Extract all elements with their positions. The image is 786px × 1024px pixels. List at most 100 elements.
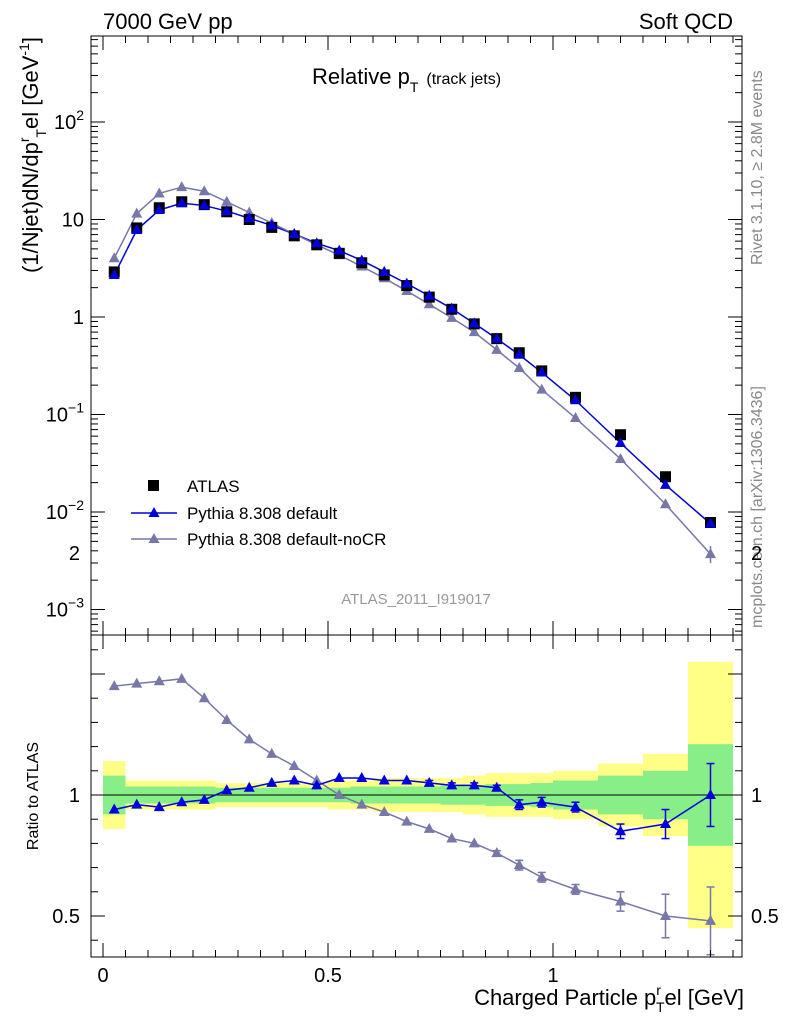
main-ytick-label: 10−1 bbox=[46, 400, 84, 427]
legend-label-default: Pythia 8.308 default bbox=[187, 504, 338, 523]
xlabel-main: Charged Particle p bbox=[474, 985, 656, 1010]
ratio-xtick-label: 0.5 bbox=[314, 965, 342, 987]
analysis-tag: ATLAS_2011_I919017 bbox=[341, 591, 491, 608]
main-ytick-label: 10−2 bbox=[46, 497, 84, 524]
legend-label-nocr: Pythia 8.308 default-noCR bbox=[187, 530, 386, 549]
main-point-nocr bbox=[468, 326, 480, 337]
main-title-text: Relative p bbox=[312, 64, 410, 89]
main-title-sub: T bbox=[410, 79, 419, 95]
main-point-default bbox=[176, 197, 188, 208]
main-line-default bbox=[113, 202, 711, 525]
ratio-point-nocr bbox=[378, 805, 390, 816]
main-ylabel: (1/Njet)dN/dprTel [GeV-1] bbox=[16, 37, 49, 273]
ratio-point-default bbox=[153, 801, 165, 812]
main-point-nocr bbox=[491, 343, 503, 354]
ratio-ytick-label-right: 0.5 bbox=[751, 906, 779, 928]
ratio-ytick-label: 0.5 bbox=[52, 906, 80, 928]
main-point-nocr bbox=[660, 498, 671, 509]
ratio-point-nocr bbox=[615, 895, 626, 906]
svg-text:Relative pT(track jets): Relative pT (track jets) bbox=[312, 64, 501, 95]
ratio-point-default bbox=[356, 772, 368, 783]
main-point-nocr bbox=[221, 195, 233, 206]
main-title: Relative pT (track jets) bbox=[312, 64, 501, 95]
main-point-nocr bbox=[615, 452, 626, 463]
main-plot-area: 10−3 10−2 10−1 1 10 102 bbox=[46, 36, 742, 635]
main-point-default bbox=[108, 268, 120, 279]
legend-marker-atlas bbox=[148, 480, 159, 491]
main-point-nocr bbox=[705, 548, 716, 559]
ratio-ytick-label-right: 2 bbox=[751, 543, 762, 565]
main-ytick-label: 10−3 bbox=[46, 595, 84, 622]
main-point-default bbox=[243, 212, 255, 223]
ratio-point-nocr bbox=[423, 822, 435, 833]
main-point-atlas bbox=[615, 429, 626, 441]
main-point-nocr bbox=[243, 206, 255, 217]
ratio-point-default bbox=[131, 798, 143, 809]
legend-marker-nocr bbox=[148, 533, 160, 543]
ratio-point-default bbox=[243, 781, 255, 792]
main-point-nocr bbox=[513, 361, 525, 372]
main-point-default bbox=[513, 348, 525, 359]
header-right: Soft QCD bbox=[639, 9, 733, 34]
ratio-plot-area: 0 0.5 1 0.5 0.5 1 1 2 2 bbox=[52, 543, 779, 987]
ratio-point-default bbox=[311, 779, 323, 790]
main-point-default bbox=[153, 204, 165, 215]
main-point-default bbox=[378, 265, 390, 276]
xlabel-sub: T bbox=[656, 999, 665, 1015]
ratio-point-default bbox=[288, 774, 300, 785]
ratio-point-default bbox=[705, 789, 716, 799]
main-point-default bbox=[311, 237, 323, 248]
ratio-point-default bbox=[401, 774, 413, 785]
ratio-point-nocr bbox=[288, 759, 300, 770]
ratio-ylabel: Ratio to ATLAS bbox=[25, 742, 42, 850]
main-point-nocr bbox=[176, 181, 188, 192]
main-line-nocr bbox=[113, 186, 712, 555]
main-point-default bbox=[491, 332, 503, 343]
main-point-default bbox=[356, 254, 368, 265]
ratio-point-nocr bbox=[198, 692, 210, 703]
main-point-nocr bbox=[423, 298, 435, 309]
ratio-point-nocr bbox=[176, 672, 188, 683]
main-point-nocr bbox=[153, 187, 165, 198]
ratio-point-default bbox=[468, 779, 480, 790]
ratio-point-default bbox=[266, 776, 278, 787]
ratio-ytick-label: 2 bbox=[69, 543, 80, 565]
ratio-point-default bbox=[491, 781, 503, 792]
ratio-point-default bbox=[333, 772, 345, 783]
ratio-point-default bbox=[615, 825, 626, 836]
ratio-point-default bbox=[221, 784, 233, 795]
xlabel-sup: r bbox=[656, 982, 661, 998]
mcplots-label: mcplots.cern.ch [arXiv:1306.3436] bbox=[749, 386, 766, 628]
ratio-point-nocr bbox=[660, 910, 671, 920]
ratio-point-nocr bbox=[446, 832, 458, 843]
xlabel-tail: el [GeV] bbox=[665, 985, 744, 1010]
ratio-point-nocr bbox=[491, 847, 503, 858]
xlabel: Charged Particle pr Tel [GeV] bbox=[474, 982, 744, 1015]
ratio-point-default bbox=[108, 803, 120, 814]
main-point-atlas bbox=[660, 471, 671, 483]
main-point-default bbox=[705, 517, 716, 528]
main-point-nocr bbox=[198, 185, 210, 196]
ratio-point-nocr bbox=[243, 733, 255, 744]
ratio-point-default bbox=[198, 793, 210, 804]
main-point-default bbox=[198, 199, 210, 210]
ratio-point-nocr bbox=[221, 713, 233, 724]
legend-marker-default bbox=[148, 507, 160, 517]
ratio-point-default bbox=[660, 818, 671, 829]
main-point-nocr bbox=[108, 252, 120, 263]
main-point-default bbox=[266, 219, 278, 230]
main-point-default bbox=[615, 437, 626, 448]
main-point-default bbox=[446, 302, 458, 313]
ratio-point-nocr bbox=[401, 815, 413, 826]
ratio-point-nocr bbox=[356, 798, 368, 809]
ratio-point-nocr bbox=[333, 789, 345, 799]
ratio-point-nocr bbox=[266, 747, 278, 758]
main-point-default bbox=[468, 317, 480, 328]
legend: ATLAS Pythia 8.308 default Pythia 8.308 … bbox=[131, 477, 386, 549]
ratio-xtick-label: 1 bbox=[547, 965, 558, 987]
ratio-point-nocr bbox=[513, 859, 525, 870]
main-ytick-label: 10 bbox=[62, 210, 84, 232]
main-point-nocr bbox=[570, 412, 581, 423]
ratio-point-default bbox=[513, 798, 525, 809]
